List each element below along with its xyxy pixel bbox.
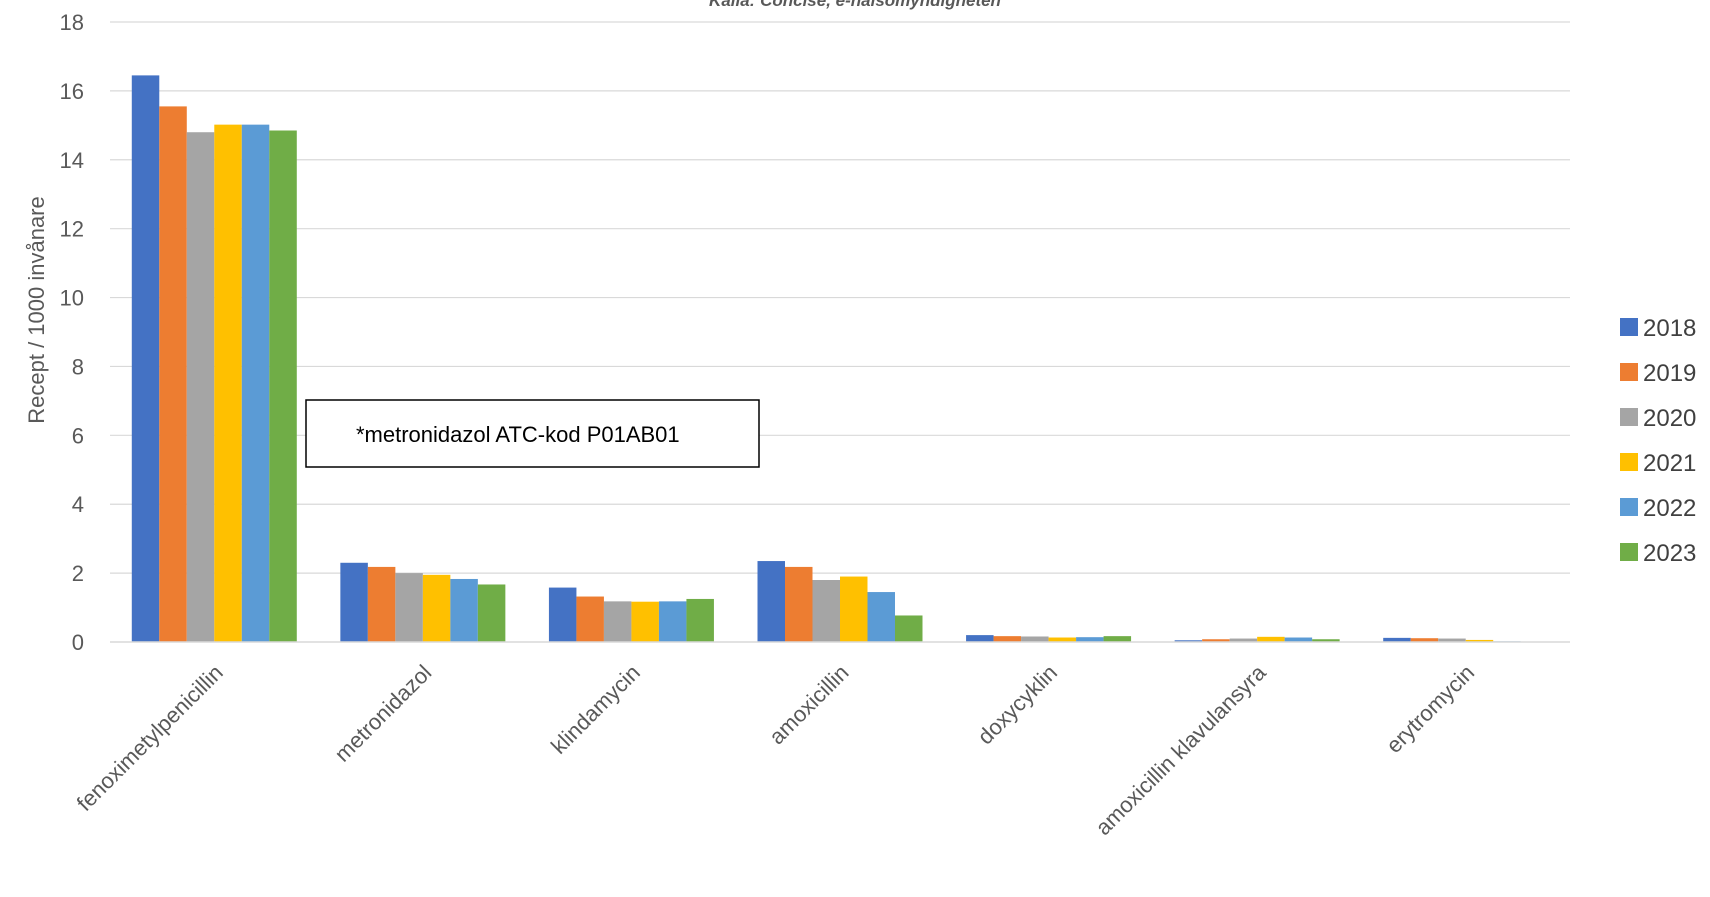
bar-2020-1 (395, 573, 423, 642)
bar-2021-6 (1465, 639, 1494, 642)
y-tick-label: 18 (60, 10, 84, 35)
x-axis-categories: fenoximetylpenicillin metronidazol klindam… (72, 659, 1479, 840)
bar-2020-0 (186, 132, 215, 642)
legend: 2018 2019 2020 2021 2022 2023 (1620, 315, 1696, 567)
bar-2020-2 (603, 601, 632, 642)
legend-swatch-2022 (1620, 498, 1638, 516)
bar-2022-2 (658, 601, 687, 642)
legend-label: 2022 (1643, 495, 1696, 522)
bar-2021-1 (422, 574, 451, 642)
bar-2019-6 (1410, 638, 1439, 642)
bar-2022-1 (450, 578, 478, 642)
bar-2023-5 (1312, 639, 1340, 642)
bar-2019-4 (993, 636, 1022, 642)
y-tick-label: 6 (72, 423, 84, 448)
bar-2023-0 (269, 130, 297, 642)
x-tick-label: metronidazol (330, 660, 437, 767)
bar-2021-4 (1048, 637, 1077, 642)
x-tick-label: fenoximetylpenicillin (72, 660, 228, 816)
y-axis-ticks: 0 2 4 6 8 10 12 14 16 18 (60, 10, 84, 655)
bar-2019-3 (785, 566, 813, 642)
y-tick-label: 4 (72, 492, 84, 517)
bar-2021-2 (631, 601, 659, 642)
bar-2018-5 (1174, 640, 1203, 642)
legend-swatch-2018 (1620, 318, 1638, 336)
legend-label: 2021 (1643, 450, 1696, 477)
x-tick-label: amoxicillin (764, 660, 853, 749)
bars (131, 75, 1521, 642)
legend-label: 2018 (1643, 315, 1696, 342)
source-note: Källa: Concise, e-hälsomyndigheten (709, 0, 1001, 10)
legend-swatch-2020 (1620, 408, 1638, 426)
bar-2022-4 (1076, 637, 1104, 642)
x-tick-label: doxycyklin (973, 660, 1062, 749)
bar-2022-5 (1284, 637, 1313, 642)
bar-2022-0 (241, 124, 270, 642)
bar-2023-4 (1103, 636, 1132, 642)
bar-2020-6 (1438, 638, 1466, 642)
bar-2020-3 (812, 580, 840, 642)
annotation-border (305, 399, 760, 468)
bar-2021-5 (1257, 636, 1285, 642)
gridlines (110, 21, 1570, 574)
bar-2018-1 (340, 562, 368, 642)
bar-2019-2 (576, 596, 604, 642)
bar-2023-3 (895, 615, 923, 642)
bar-2021-3 (840, 576, 868, 642)
y-axis-label: Recept / 1000 invånare (24, 196, 49, 424)
bar-2018-4 (966, 635, 994, 642)
y-tick-label: 8 (72, 354, 84, 379)
bar-2022-3 (867, 592, 895, 642)
legend-swatch-2023 (1620, 543, 1638, 561)
annotation-box: *metronidazol ATC-kod P01AB01 (305, 399, 760, 468)
bar-2018-0 (131, 75, 160, 642)
y-tick-label: 16 (60, 79, 84, 104)
bar-2018-3 (757, 561, 785, 642)
legend-label: 2019 (1643, 360, 1696, 387)
legend-label: 2023 (1643, 540, 1696, 567)
y-tick-label: 14 (60, 148, 84, 173)
legend-label: 2020 (1643, 405, 1696, 432)
bar-2020-4 (1021, 636, 1049, 642)
y-tick-label: 12 (60, 217, 84, 242)
y-tick-label: 2 (72, 561, 84, 586)
legend-swatch-2019 (1620, 363, 1638, 381)
bar-2018-2 (548, 587, 577, 642)
bar-2021-0 (214, 124, 242, 642)
bar-2023-1 (477, 584, 506, 642)
y-tick-label: 0 (72, 630, 84, 655)
x-tick-label: erytromycin (1381, 660, 1479, 758)
x-tick-label: amoxicillin klavulansyra (1090, 659, 1271, 840)
legend-swatch-2021 (1620, 453, 1638, 471)
y-tick-label: 10 (60, 286, 84, 311)
bar-2019-5 (1202, 639, 1230, 642)
bar-2018-6 (1383, 637, 1411, 642)
annotation-text: *metronidazol ATC-kod P01AB01 (356, 422, 680, 447)
bar-2019-0 (159, 106, 187, 642)
bar-2019-1 (367, 566, 396, 642)
x-tick-label: klindamycin (546, 660, 645, 759)
bar-2020-5 (1229, 638, 1258, 642)
bar-2023-2 (686, 598, 714, 642)
